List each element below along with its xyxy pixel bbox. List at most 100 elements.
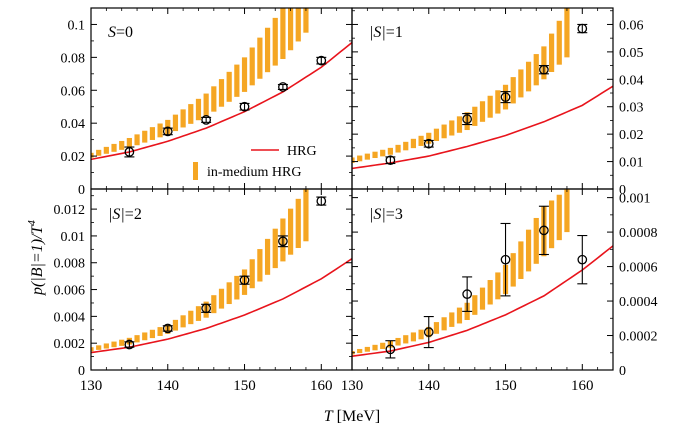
inmedium-band-bar xyxy=(295,8,301,42)
inmedium-band-bar xyxy=(418,329,424,340)
panel-label-s0: S=0 xyxy=(108,24,133,41)
inmedium-band-bar xyxy=(533,54,539,86)
data-marker xyxy=(539,225,549,236)
inmedium-band-bar xyxy=(426,132,432,144)
hrg-curve xyxy=(352,245,613,358)
data-point xyxy=(239,101,250,112)
data-point xyxy=(124,146,135,158)
inmedium-band-bar xyxy=(556,20,562,65)
y-axis-title: p(|B|=1)/T4 xyxy=(26,220,46,296)
inmedium-band-bar xyxy=(103,146,109,154)
inmedium-band-bar xyxy=(541,46,547,80)
inmedium-band-bar xyxy=(172,114,179,132)
x-tick-label: 130 xyxy=(80,378,103,394)
inmedium-band-bar xyxy=(479,287,486,310)
inmedium-band-bar xyxy=(548,33,555,72)
inmedium-band-bar xyxy=(96,345,102,350)
panel-plot-area xyxy=(352,8,613,170)
inmedium-band-bar xyxy=(119,140,125,150)
panel-label-s1: |S|=1 xyxy=(369,24,403,41)
inmedium-band-bar xyxy=(134,134,140,146)
inmedium-band-bar xyxy=(249,259,255,289)
data-marker xyxy=(278,82,288,92)
data-point xyxy=(316,55,327,66)
inmedium-band-bar xyxy=(548,200,555,249)
data-marker xyxy=(239,101,250,112)
data-marker xyxy=(239,275,250,286)
inmedium-band-bar xyxy=(518,241,524,279)
y-tick-label: 0.008 xyxy=(54,257,86,272)
y-tick-label: 0.006 xyxy=(54,284,86,299)
inmedium-band-bar xyxy=(357,348,363,354)
data-marker xyxy=(162,126,173,137)
inmedium-band-bar xyxy=(142,332,148,341)
y-tick-label: 0 xyxy=(78,183,85,198)
data-point xyxy=(277,235,288,248)
data-point xyxy=(124,339,135,350)
y-tick-label: 0.04 xyxy=(61,117,86,132)
inmedium-band-bar xyxy=(264,27,271,73)
data-marker xyxy=(385,344,396,355)
x-axis-title: T [MeV] xyxy=(324,408,380,425)
inmedium-band-bar xyxy=(433,322,440,334)
x-tick-label: 150 xyxy=(233,378,256,394)
inmedium-band-bar xyxy=(272,17,278,66)
panel-label-s3: |S|=3 xyxy=(369,206,403,223)
data-marker xyxy=(316,55,327,66)
inmedium-band-bar xyxy=(91,347,94,352)
panels: 0 0.02 0.04 0.06 0.08 0.1 0 0.01 0.02 0.03 0.04 0.0… xyxy=(54,7,658,394)
inmedium-band-bar xyxy=(357,155,363,162)
inmedium-band-bar xyxy=(257,37,263,79)
data-point xyxy=(162,323,173,334)
data-marker xyxy=(162,323,173,334)
inmedium-band-bar xyxy=(380,149,386,157)
inmedium-band-bar xyxy=(441,124,447,139)
inmedium-band-bar xyxy=(264,238,271,275)
data-point xyxy=(423,138,434,149)
panel-label-s2: |S|=2 xyxy=(108,206,142,223)
data-point xyxy=(201,115,212,125)
inmedium-band-bar xyxy=(111,143,117,152)
y-tick-label: 0.001 xyxy=(619,192,651,207)
inmedium-band-bar xyxy=(157,123,163,138)
inmedium-band-bar xyxy=(410,138,417,149)
inmedium-band-bar xyxy=(188,104,194,124)
inmedium-band-bar xyxy=(533,217,539,264)
y-tick-label: 0.01 xyxy=(61,230,86,245)
data-point xyxy=(201,303,212,314)
inmedium-band-bar xyxy=(487,95,493,118)
panel-plot-area xyxy=(91,8,352,161)
inmedium-band-bar xyxy=(441,317,447,331)
panel-bottom-left: 0 0.002 0.004 0.006 0.008 0.01 0.012 130 140 150 1… xyxy=(54,188,353,394)
inmedium-band-bar xyxy=(149,127,156,140)
inmedium-band-bar xyxy=(234,275,240,300)
inmedium-band-bar xyxy=(96,149,102,156)
inmedium-band-bar xyxy=(126,337,132,345)
y-tick-label: 0 xyxy=(619,364,626,379)
panel-plot-area xyxy=(352,189,613,359)
data-marker xyxy=(462,289,472,300)
data-marker xyxy=(201,115,211,125)
inmedium-band-bar xyxy=(103,343,109,349)
y-tick-label: 0.08 xyxy=(61,51,86,66)
inmedium-band-bar xyxy=(195,306,202,321)
y-tick-label: 0.012 xyxy=(54,203,86,218)
inmedium-band-bar xyxy=(449,120,455,136)
inmedium-band-bar xyxy=(564,8,570,58)
data-point xyxy=(500,222,511,297)
inmedium-band-bar xyxy=(395,337,401,346)
inmedium-band-bar xyxy=(280,8,286,60)
data-point xyxy=(500,91,511,104)
panel-plot-area xyxy=(91,189,352,354)
legend: HRG in-medium HRG xyxy=(193,144,317,180)
data-point xyxy=(385,340,396,359)
legend-inmedium-label: in-medium HRG xyxy=(207,165,302,180)
y-tick-label: 0.04 xyxy=(619,73,644,88)
data-point xyxy=(423,316,434,349)
inmedium-band-bar xyxy=(111,341,117,348)
panel-frame xyxy=(351,188,614,371)
y-tick-label: 0.0008 xyxy=(619,226,658,241)
inmedium-band-bar xyxy=(303,189,309,242)
hrg-curve xyxy=(352,85,613,170)
inmedium-band-bar xyxy=(91,152,94,158)
